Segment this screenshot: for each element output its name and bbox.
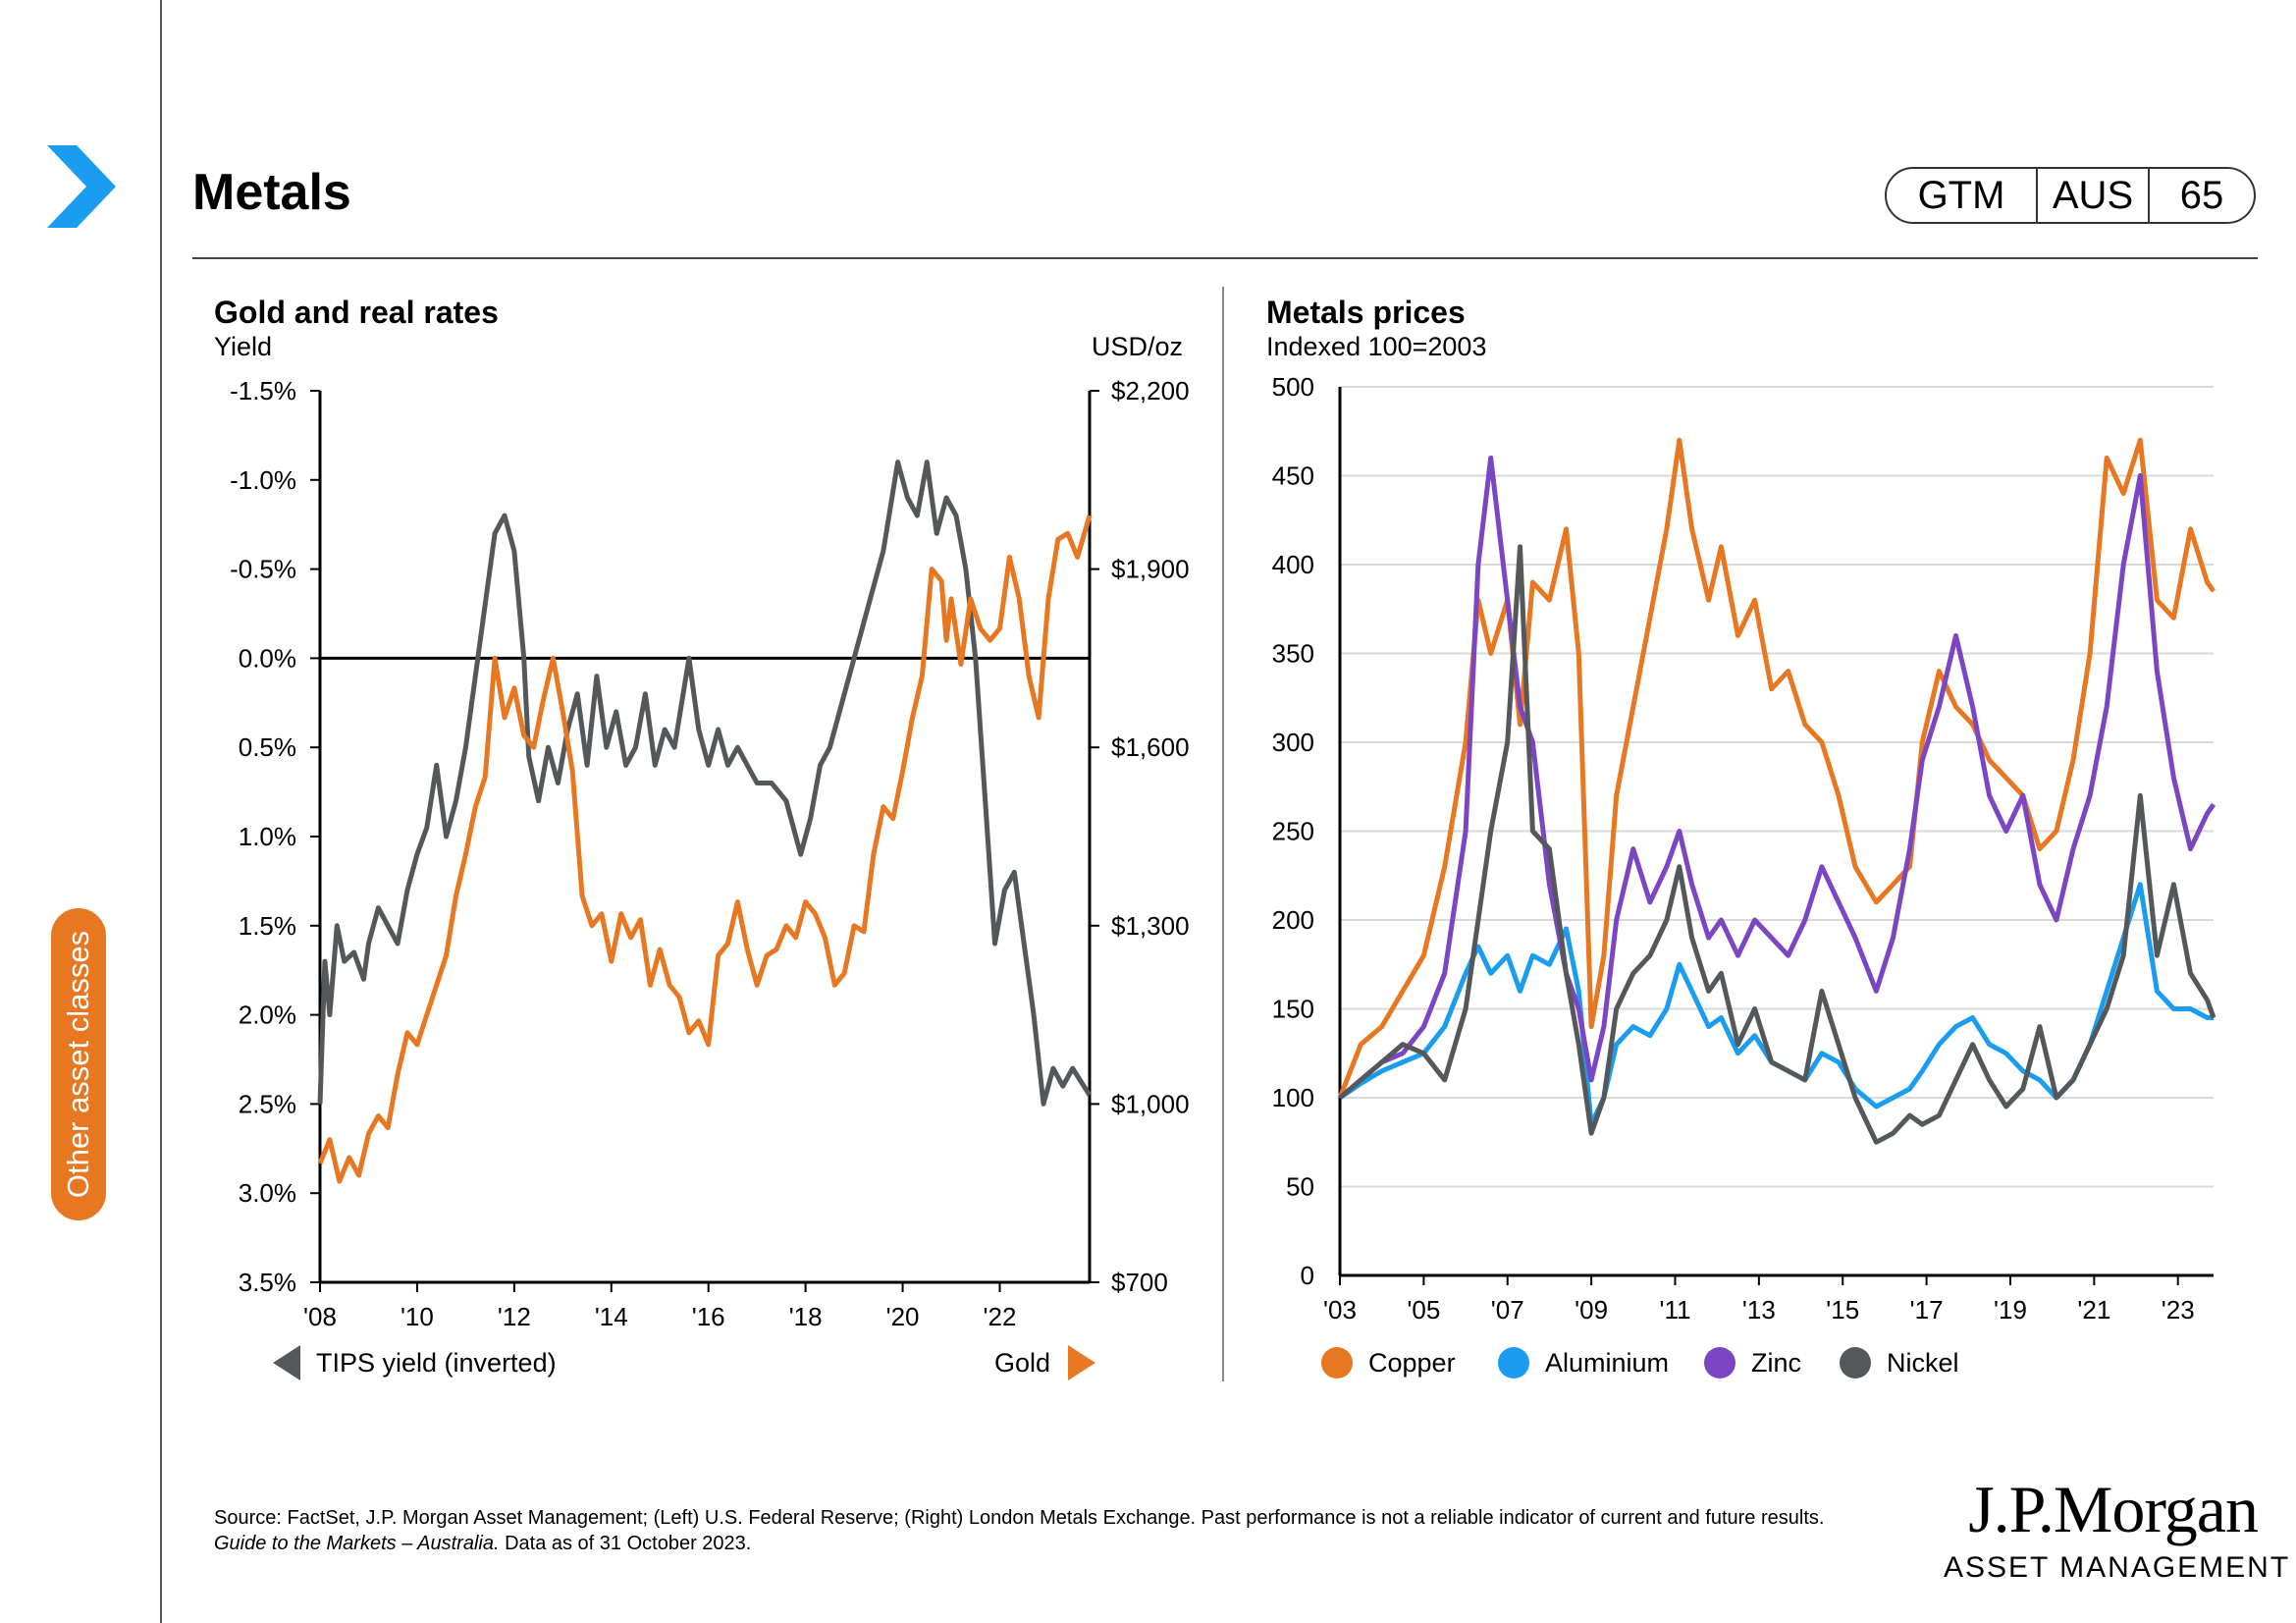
gold-legend-label: Gold (994, 1348, 1050, 1378)
left-y-tick-label: 1.0% (239, 822, 296, 851)
source-date: Data as of 31 October 2023. (499, 1533, 752, 1554)
left-y-tick-label: 0.0% (239, 643, 296, 673)
tips-legend-arrow-icon (273, 1345, 300, 1380)
source-guide-line: Guide to the Markets – Australia. Data a… (214, 1531, 1843, 1556)
gold-legend-arrow-icon (1068, 1345, 1095, 1380)
badge-page-number: 65 (2179, 173, 2224, 217)
left-y-tick-label: -1.0% (230, 465, 296, 495)
metals-x-tick-label: '05 (1407, 1295, 1440, 1325)
right-y-tick-label: $1,300 (1111, 911, 1190, 941)
metals-y-tick-label: 200 (1272, 905, 1314, 935)
metals-y-tick-label: 300 (1272, 728, 1314, 757)
left-y-tick-label: -0.5% (230, 555, 296, 584)
right-y-tick-label: $1,000 (1111, 1089, 1190, 1118)
tips-legend-label: TIPS yield (inverted) (316, 1348, 557, 1378)
copper-legend-dot-icon (1321, 1347, 1353, 1379)
title-divider (192, 257, 2258, 259)
left-chart-title: Gold and real rates (214, 295, 499, 330)
metals-x-tick-label: '03 (1323, 1295, 1357, 1325)
badge-gtm: GTM (1887, 169, 2038, 222)
badge-region: AUS (2038, 169, 2150, 222)
metals-y-tick-label: 0 (1301, 1261, 1314, 1290)
left-y-tick-label: 2.0% (239, 1001, 296, 1030)
left-y-tick-label: 0.5% (239, 732, 296, 762)
left-y-tick-label: -1.5% (230, 376, 296, 406)
metals-y-tick-label: 100 (1272, 1083, 1314, 1112)
left-y-tick-label: 3.0% (239, 1178, 296, 1208)
right-y-tick-label: $2,200 (1111, 376, 1190, 406)
metals-x-tick-label: '21 (2077, 1295, 2110, 1325)
left-chart-ylabel-right: USD/oz (1092, 332, 1184, 361)
series-line-nickel (1338, 544, 2216, 1145)
left-x-tick-label: '20 (886, 1302, 920, 1331)
metals-x-tick-label: '23 (2162, 1295, 2195, 1325)
left-x-tick-label: '08 (303, 1302, 337, 1331)
side-section-tab[interactable]: Other asset classes (51, 908, 106, 1220)
source-guide-title: Guide to the Markets – Australia. (214, 1533, 500, 1554)
metals-x-tick-label: '17 (1910, 1295, 1944, 1325)
metals-x-tick-label: '15 (1826, 1295, 1859, 1325)
left-chart-ylabel-left: Yield (214, 332, 273, 361)
nickel-legend-label: Nickel (1887, 1348, 1959, 1378)
metals-x-tick-label: '13 (1742, 1295, 1776, 1325)
series-line-tips-yield-inverted- (317, 460, 1093, 1107)
left-y-tick-label: 3.5% (239, 1268, 296, 1297)
logo-name: J.P.Morgan (1968, 1472, 2259, 1546)
copper-legend-label: Copper (1368, 1348, 1456, 1378)
metals-y-tick-label: 450 (1272, 461, 1314, 491)
chevron-right-icon (47, 145, 116, 228)
aluminium-legend-dot-icon (1498, 1347, 1529, 1379)
jpmorgan-logo: J.P.Morgan ASSET MANAGEMENT (1944, 1472, 2291, 1585)
left-vertical-rule (160, 0, 162, 1623)
source-note: Source: FactSet, J.P. Morgan Asset Manag… (214, 1505, 1843, 1556)
logo-subtitle: ASSET MANAGEMENT (1944, 1551, 2291, 1584)
chart-divider (1222, 287, 1224, 1381)
left-x-tick-label: '22 (984, 1302, 1017, 1331)
right-y-tick-label: $1,900 (1111, 555, 1190, 584)
metals-y-tick-label: 350 (1272, 639, 1314, 669)
left-x-tick-label: '18 (789, 1302, 823, 1331)
page-title: Metals (192, 164, 351, 221)
left-y-tick-label: 2.5% (239, 1089, 296, 1118)
aluminium-legend-label: Aluminium (1545, 1348, 1669, 1378)
metals-x-tick-label: '07 (1491, 1295, 1524, 1325)
right-y-tick-label: $700 (1111, 1268, 1168, 1297)
left-x-tick-label: '14 (595, 1302, 628, 1331)
series-line-gold (317, 514, 1093, 1184)
metals-x-tick-label: '09 (1575, 1295, 1608, 1325)
right-chart-title: Metals prices (1266, 295, 1466, 330)
zinc-legend-label: Zinc (1751, 1348, 1801, 1378)
right-chart-subtitle: Indexed 100=2003 (1266, 332, 1487, 361)
metals-y-tick-label: 150 (1272, 995, 1314, 1024)
source-text: Source: FactSet, J.P. Morgan Asset Manag… (214, 1507, 1825, 1529)
series-line-zinc (1338, 455, 2216, 1100)
metals-y-tick-label: 500 (1272, 372, 1314, 402)
right-y-tick-label: $1,600 (1111, 732, 1190, 762)
left-x-tick-label: '12 (498, 1302, 531, 1331)
metals-y-tick-label: 250 (1272, 817, 1314, 846)
zinc-legend-dot-icon (1704, 1347, 1735, 1379)
metals-y-tick-label: 400 (1272, 550, 1314, 579)
nickel-legend-dot-icon (1840, 1347, 1871, 1379)
metals-x-tick-label: '11 (1660, 1295, 1691, 1325)
left-x-tick-label: '10 (400, 1302, 434, 1331)
metals-y-tick-label: 50 (1286, 1172, 1314, 1202)
metals-x-tick-label: '19 (1994, 1295, 2027, 1325)
page-badge: GTM AUS 65 (1885, 167, 2256, 224)
left-x-tick-label: '16 (692, 1302, 725, 1331)
left-y-tick-label: 1.5% (239, 911, 296, 941)
